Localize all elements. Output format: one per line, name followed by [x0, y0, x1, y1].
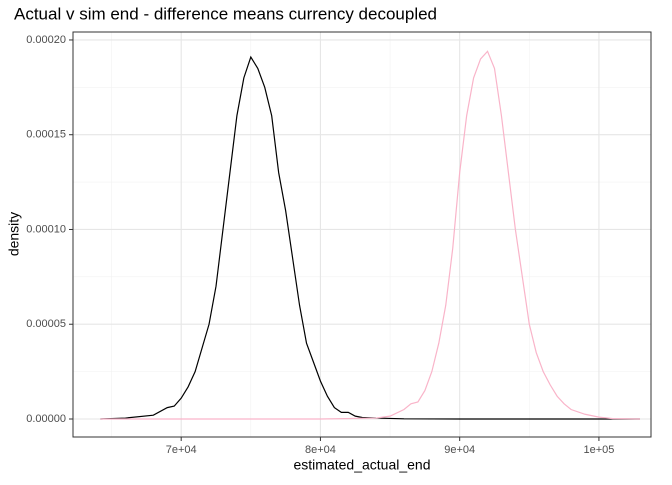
y-tick-label: 0.00000	[26, 413, 66, 425]
x-tick-label: 1e+05	[583, 444, 614, 456]
y-tick-label: 0.00015	[26, 129, 66, 141]
x-tick-label: 9e+04	[444, 444, 475, 456]
x-axis-label: estimated_actual_end	[294, 457, 431, 473]
panel-border	[72, 31, 652, 438]
density-line	[100, 55, 640, 420]
x-tick-label: 8e+04	[305, 444, 336, 456]
chart-title: Actual v sim end - difference means curr…	[14, 4, 437, 23]
density-line	[100, 50, 641, 420]
x-tick-label: 7e+04	[166, 444, 197, 456]
y-tick-label: 0.00020	[26, 34, 66, 46]
y-axis-label: density	[6, 212, 22, 256]
y-tick-label: 0.00010	[26, 223, 66, 235]
y-tick-label: 0.00005	[26, 318, 66, 330]
